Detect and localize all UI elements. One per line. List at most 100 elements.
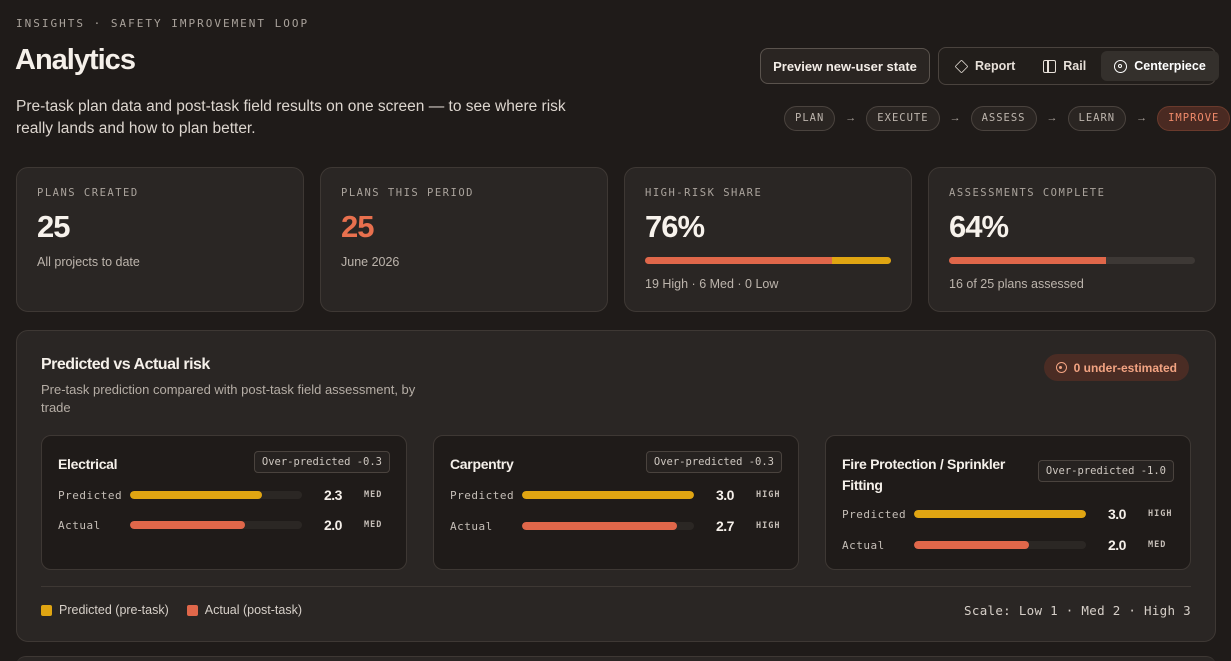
view-mode-switcher: Report Rail Centerpiece: [938, 47, 1219, 85]
target-icon: [1055, 362, 1067, 373]
trade-card-electrical: Electrical Over-predicted -0.3 Predicted…: [41, 435, 407, 570]
arrow-right-icon: →: [1046, 112, 1058, 124]
predicted-bar: [522, 491, 694, 499]
layers-icon: [954, 59, 969, 73]
kpi-value: 25: [37, 209, 70, 244]
row-label: Predicted: [450, 488, 515, 502]
predicted-level: HIGH: [1148, 509, 1173, 519]
risk-share-bar: [645, 257, 891, 264]
actual-row: Actual 2.0 MED: [58, 517, 390, 533]
actual-track: [130, 521, 302, 529]
actual-value: 2.7: [716, 518, 734, 534]
trade-name: Fire Protection / Sprinkler Fitting: [842, 456, 1006, 493]
kpi-label: PLANS CREATED: [37, 187, 139, 199]
view-mode-label: Centerpiece: [1134, 59, 1206, 73]
kpi-sub: 16 of 25 plans assessed: [949, 277, 1084, 291]
loop-step-execute: EXECUTE: [866, 105, 940, 131]
kpi-value: 64%: [949, 209, 1009, 244]
legend-swatch: [41, 604, 52, 616]
predicted-value: 3.0: [716, 487, 734, 503]
bar-segment: [949, 257, 1107, 264]
improvement-loop: PLAN → EXECUTE → ASSESS → LEARN → IMPROV…: [784, 105, 1231, 131]
panel-divider: [41, 586, 1191, 587]
kpi-label: HIGH-RISK SHARE: [645, 187, 763, 199]
rail-icon: [1043, 59, 1057, 73]
loop-step-assess: ASSESS: [970, 105, 1037, 131]
predicted-value: 3.0: [1108, 506, 1126, 522]
kpi-high-risk-share: HIGH-RISK SHARE 76% 19 High · 6 Med · 0 …: [624, 167, 912, 312]
predicted-row: Predicted 3.0 HIGH: [450, 487, 782, 503]
predicted-row: Predicted 3.0 HIGH: [842, 506, 1174, 522]
kpi-value: 76%: [645, 209, 705, 244]
kpi-value: 25: [341, 209, 374, 244]
preview-new-user-button[interactable]: Preview new-user state: [760, 48, 930, 84]
scale-note: Scale: Low 1 · Med 2 · High 3: [964, 603, 1191, 618]
target-icon: [1114, 59, 1128, 73]
trade-name: Electrical: [58, 456, 118, 472]
arrow-right-icon: →: [1136, 112, 1148, 124]
view-mode-centerpiece[interactable]: Centerpiece: [1101, 51, 1219, 81]
bar-segment: [831, 257, 891, 264]
view-mode-rail[interactable]: Rail: [1030, 51, 1099, 81]
trade-card-fire-protection: Fire Protection / Sprinkler Fitting Over…: [825, 435, 1191, 570]
actual-level: HIGH: [756, 521, 781, 531]
predicted-track: [522, 491, 694, 499]
actual-row: Actual 2.0 MED: [842, 537, 1174, 553]
next-section-edge: [16, 656, 1216, 661]
legend-item-actual: Actual (post-task): [186, 603, 303, 617]
actual-level: MED: [1148, 540, 1167, 550]
trade-delta-tag: Over-predicted -1.0: [1037, 460, 1174, 482]
kpi-assessments-complete: ASSESSMENTS COMPLETE 64% 16 of 25 plans …: [928, 167, 1216, 312]
row-label: Actual: [842, 538, 885, 552]
trade-delta-tag: Over-predicted -0.3: [253, 451, 390, 473]
kpi-sub: All projects to date: [37, 255, 140, 269]
arrow-right-icon: →: [949, 112, 961, 124]
view-mode-report[interactable]: Report: [942, 51, 1028, 81]
badge-label: 0 under-estimated: [1073, 360, 1177, 375]
actual-bar: [522, 522, 677, 530]
actual-track: [522, 522, 694, 530]
loop-step-improve: IMPROVE: [1157, 105, 1231, 131]
actual-value: 2.0: [324, 517, 342, 533]
row-label: Actual: [58, 518, 101, 532]
kpi-plans-this-period: PLANS THIS PERIOD 25 June 2026: [320, 167, 608, 312]
predicted-level: HIGH: [756, 490, 781, 500]
actual-row: Actual 2.7 HIGH: [450, 518, 782, 534]
bar-segment: [645, 257, 832, 264]
under-estimated-badge: 0 under-estimated: [1043, 354, 1189, 381]
actual-value: 2.0: [1108, 537, 1126, 553]
predicted-track: [914, 510, 1086, 518]
row-label: Actual: [450, 519, 493, 533]
legend-label: Predicted (pre-task): [59, 603, 169, 617]
trade-card-carpentry: Carpentry Over-predicted -0.3 Predicted …: [433, 435, 799, 570]
predicted-value: 2.3: [324, 487, 342, 503]
page-eyebrow: INSIGHTS · SAFETY IMPROVEMENT LOOP: [16, 17, 310, 30]
predicted-vs-actual-panel: Predicted vs Actual risk Pre-task predic…: [16, 330, 1216, 642]
kpi-plans-created: PLANS CREATED 25 All projects to date: [16, 167, 304, 312]
predicted-bar: [914, 510, 1086, 518]
predicted-level: MED: [364, 490, 383, 500]
kpi-label: ASSESSMENTS COMPLETE: [949, 187, 1106, 199]
trade-name: Carpentry: [450, 456, 514, 472]
predicted-track: [130, 491, 302, 499]
loop-step-learn: LEARN: [1067, 105, 1127, 131]
view-mode-label: Rail: [1063, 59, 1087, 73]
panel-title: Predicted vs Actual risk: [41, 356, 210, 373]
page-title: Analytics: [15, 44, 136, 76]
row-label: Predicted: [842, 507, 907, 521]
legend-item-predicted: Predicted (pre-task): [41, 603, 169, 617]
kpi-label: PLANS THIS PERIOD: [341, 187, 474, 199]
kpi-sub: 19 High · 6 Med · 0 Low: [645, 277, 779, 291]
actual-bar: [914, 541, 1029, 549]
assessments-progress-bar: [949, 257, 1195, 264]
legend-swatch: [186, 604, 198, 616]
legend-label: Actual (post-task): [204, 603, 303, 617]
row-label: Predicted: [58, 488, 123, 502]
actual-level: MED: [364, 520, 383, 530]
arrow-right-icon: →: [845, 112, 857, 124]
actual-track: [914, 541, 1086, 549]
trade-delta-tag: Over-predicted -0.3: [645, 451, 782, 473]
kpi-sub: June 2026: [341, 255, 400, 269]
panel-subtitle: Pre-task prediction compared with post-t…: [41, 382, 416, 415]
page-subtitle: Pre-task plan data and post-task field r…: [16, 98, 566, 137]
